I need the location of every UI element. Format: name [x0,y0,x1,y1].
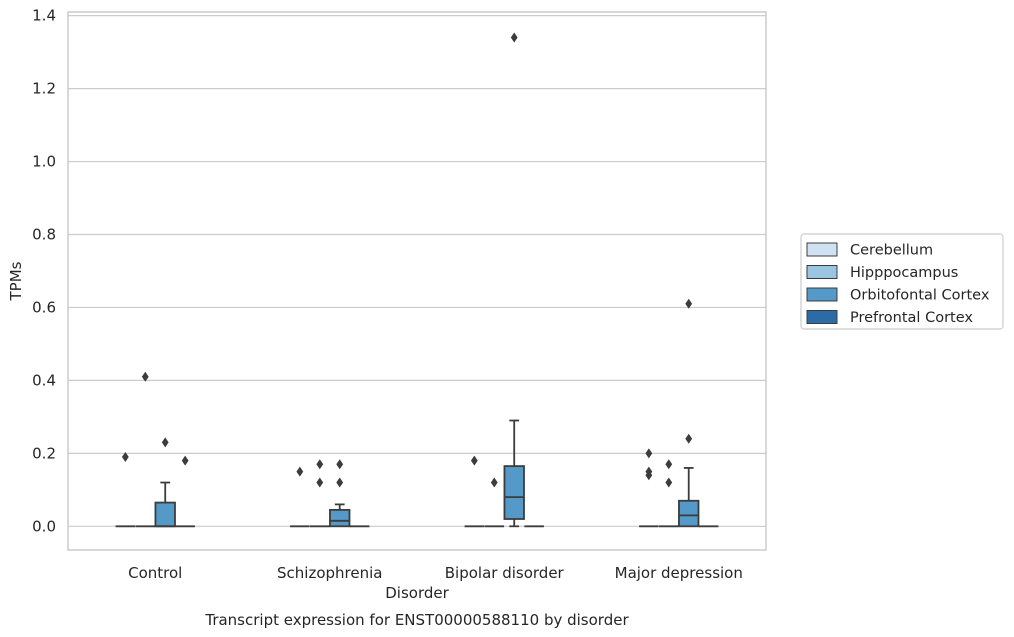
outlier-point [490,477,498,488]
outlier-point [470,455,478,466]
outlier-point [510,32,518,43]
outlier-point [336,459,344,470]
y-tick-label: 0.2 [32,444,56,462]
y-tick-label: 1.0 [32,153,56,171]
legend-swatch [806,242,838,257]
x-tick-label: Control [128,564,182,582]
outlier-point [665,459,673,470]
plot-frame [67,11,767,551]
outlier-point [141,371,149,382]
y-axis-label: TPMs [7,261,25,301]
box-group [329,459,351,528]
box-group [154,437,176,528]
outlier-point [316,459,324,470]
outlier-point [645,448,653,459]
x-tick-labels: Control Schizophrenia Bipolar disorder Majo… [128,564,743,582]
outlier-point [665,477,673,488]
outlier-point [296,466,304,477]
box [678,499,700,528]
y-tick-label: 0.4 [32,371,56,389]
box-groups [115,32,719,528]
legend-swatch [806,265,838,279]
chart-caption: Transcript expression for ENST0000058811… [204,611,629,629]
x-tick-label: Bipolar disorder [445,564,565,582]
outlier-point [181,455,189,466]
legend-item-label: Hipppocampus [850,265,958,281]
box-group [484,477,505,528]
legend: Cerebellum Hipppocampus Orbitofontal Corte… [800,233,1004,330]
legend-frame [800,233,1004,330]
outlier-point [161,437,169,448]
y-tick-label: 0.0 [32,517,56,535]
x-axis-label: Disorder [385,584,449,602]
y-tick-label: 1.2 [32,80,56,98]
box-group [290,466,310,528]
box-group [310,459,330,528]
outlier-point [645,470,653,481]
outlier-point [685,433,693,444]
legend-item-label: Prefrontal Cortex [850,310,973,326]
y-tick-label: 0.6 [32,298,56,316]
box [329,508,351,528]
box-group [115,451,136,528]
outlier-point [685,298,693,309]
y-tick-labels: 0.0 0.2 0.4 0.6 0.8 1.0 1.2 1.4 [32,7,56,536]
y-tick-label: 0.8 [32,225,56,243]
x-tick-label: Major depression [615,564,743,582]
box-group [175,455,195,528]
box-group [639,448,659,528]
box [154,501,176,528]
box-group [659,459,679,528]
box-group [135,371,156,528]
legend-item-label: Cerebellum [850,243,933,259]
y-gridlines [68,15,766,527]
outlier-point [336,477,344,488]
legend-item-label: Orbitofontal Cortex [850,288,990,304]
x-tick-label: Schizophrenia [277,564,382,582]
box-group [678,298,700,528]
outlier-point [121,451,129,462]
legend-swatch [806,310,838,324]
box [503,465,525,520]
box-group [464,455,485,528]
box-group [503,32,525,528]
legend-swatch [806,287,838,302]
y-tick-label: 1.4 [32,7,56,25]
outlier-point [316,477,324,488]
